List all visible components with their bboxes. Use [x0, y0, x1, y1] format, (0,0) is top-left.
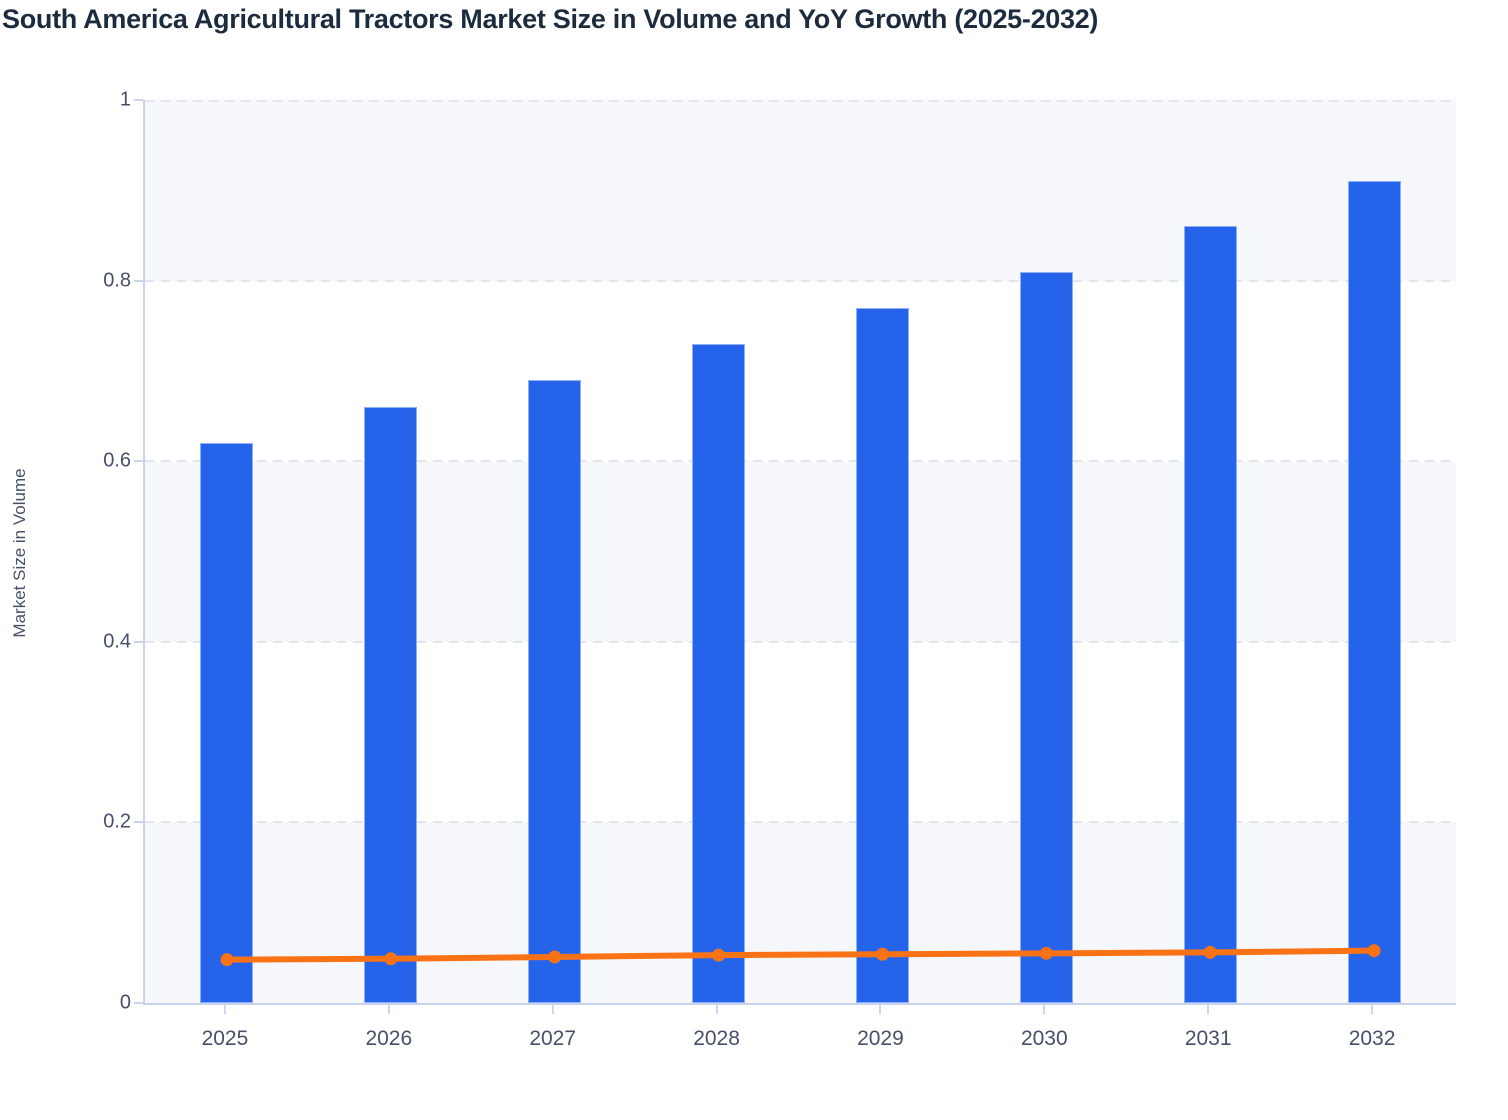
- bar-2025[interactable]: [200, 443, 254, 1003]
- x-tick-label-2030: 2030: [1020, 1027, 1068, 1050]
- y-tick-label-0.4: 0.4: [103, 630, 131, 653]
- y-tick-label-0.6: 0.6: [103, 449, 131, 472]
- bar-2026[interactable]: [364, 407, 418, 1003]
- y-axis-title: Market Size in Volume: [10, 468, 29, 638]
- line-point-2026[interactable]: [384, 952, 398, 966]
- x-tick-label-2026: 2026: [365, 1027, 413, 1050]
- gridline: [145, 460, 1456, 463]
- plot-area: [143, 100, 1456, 1005]
- y-tick-label-1: 1: [119, 88, 131, 111]
- gridline: [145, 821, 1456, 824]
- x-tick-mark: [715, 1005, 718, 1014]
- bar-2028[interactable]: [692, 343, 746, 1003]
- y-tick-mark: [134, 99, 143, 101]
- x-tick-mark: [223, 1005, 226, 1014]
- y-tick-mark: [134, 640, 143, 643]
- x-tick-mark: [387, 1005, 390, 1014]
- y-tick-mark: [134, 279, 143, 282]
- plot-band: [145, 641, 1456, 823]
- plot-band: [145, 100, 1456, 281]
- line-point-2031[interactable]: [1203, 945, 1217, 959]
- gridline: [145, 640, 1456, 643]
- line-point-2028[interactable]: [712, 948, 726, 962]
- x-tick-mark: [1043, 1005, 1046, 1014]
- x-tick-mark: [1207, 1005, 1210, 1014]
- plot-band: [145, 822, 1456, 1003]
- line-point-2025[interactable]: [220, 953, 234, 967]
- plot-band: [145, 461, 1456, 642]
- bar-2031[interactable]: [1183, 226, 1237, 1003]
- bar-2030[interactable]: [1019, 271, 1073, 1003]
- yoy-growth-line: [223, 947, 1378, 963]
- y-tick-label-0.2: 0.2: [103, 810, 131, 833]
- x-tick-label-2027: 2027: [529, 1027, 577, 1050]
- line-point-2030[interactable]: [1039, 946, 1053, 960]
- y-tick-mark: [134, 460, 143, 463]
- gridline: [145, 279, 1456, 282]
- x-tick-mark: [879, 1005, 882, 1014]
- plot-band: [145, 280, 1456, 462]
- y-tick-mark: [134, 1002, 143, 1004]
- x-tick-label-2028: 2028: [693, 1027, 740, 1050]
- line-point-2029[interactable]: [875, 947, 889, 961]
- x-tick-label-2032: 2032: [1348, 1027, 1396, 1050]
- line-series: [220, 944, 1381, 967]
- bar-2032[interactable]: [1347, 181, 1401, 1003]
- y-tick-mark: [134, 821, 143, 824]
- x-tick-mark: [551, 1005, 554, 1014]
- line-point-2032[interactable]: [1367, 944, 1381, 958]
- x-tick-label-2025: 2025: [201, 1027, 249, 1050]
- bar-2029[interactable]: [855, 307, 909, 1003]
- line-point-2027[interactable]: [548, 950, 562, 964]
- x-tick-mark: [1371, 1005, 1374, 1014]
- x-tick-label-2031: 2031: [1184, 1027, 1232, 1050]
- gridline: [145, 100, 1456, 102]
- bar-2027[interactable]: [528, 379, 582, 1003]
- y-tick-label-0: 0: [119, 991, 131, 1014]
- chart-title: South America Agricultural Tractors Mark…: [2, 4, 1099, 34]
- x-tick-label-2029: 2029: [857, 1027, 904, 1050]
- y-tick-label-0.8: 0.8: [103, 269, 131, 292]
